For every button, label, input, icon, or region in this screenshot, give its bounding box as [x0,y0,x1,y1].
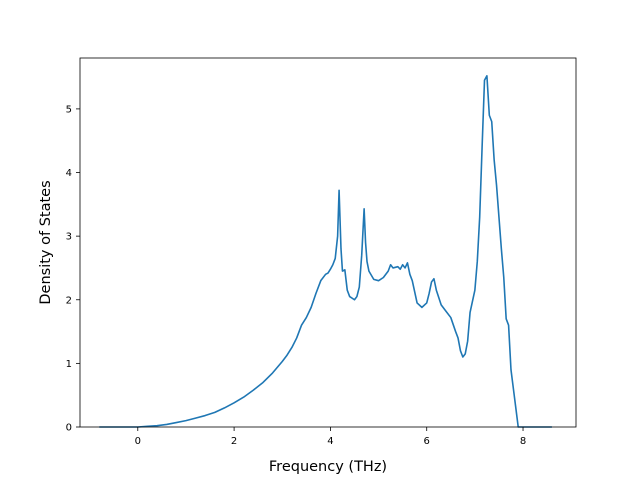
y-axis-ticks: 0 1 2 3 4 5 [66,104,80,434]
dos-series-line [99,75,552,428]
y-tick-label: 0 [66,423,72,434]
y-tick-label: 2 [66,295,72,306]
x-tick-label: 6 [424,436,430,447]
y-tick-label: 4 [66,168,72,179]
axes-frame [79,57,577,428]
x-tick-label: 2 [231,436,237,447]
plot-area [99,75,552,428]
x-tick-label: 4 [327,436,333,447]
x-tick-label: 0 [135,436,141,447]
x-tick-label: 8 [520,436,526,447]
y-tick-label: 1 [66,359,72,370]
x-axis-label: Frequency (THz) [269,459,387,475]
y-tick-label: 5 [66,104,72,115]
x-axis-ticks: 0 2 4 6 8 [135,427,526,447]
y-axis-label: Density of States [38,180,54,304]
y-tick-label: 3 [66,232,72,243]
